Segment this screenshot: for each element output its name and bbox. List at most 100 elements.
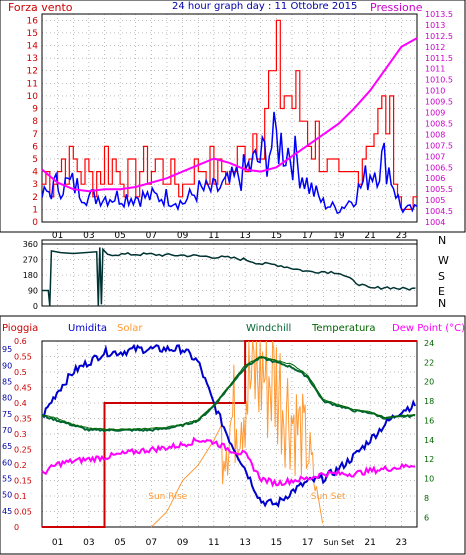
pressure-y-tick-label: 1011.5	[425, 54, 453, 63]
pressure-y-tick-label: 1012.5	[425, 32, 453, 41]
rain-y-tick-label: 0.35	[14, 415, 32, 424]
rain-y-tick-label: 0.1	[14, 492, 27, 501]
plot-frame	[41, 340, 418, 528]
wind-x-ticks: 01 03 05 07 09 11 13 15 17 19 21 23	[52, 231, 407, 241]
compass-label: N	[438, 234, 446, 247]
wind-direction-series	[42, 247, 416, 307]
temperature-y-tick-label: 24	[424, 339, 434, 348]
rain-y-tick-label: 0.15	[14, 477, 32, 486]
hour-label: 23	[396, 538, 407, 548]
temperature-y-ticks: 6 8 10 12 14 16 18 20 22 24	[424, 339, 434, 522]
pressure-y-tick-label: 1011	[425, 65, 445, 74]
wind-average-series	[41, 111, 418, 215]
temperature-y-tick-label: 14	[424, 436, 434, 445]
humidity-y-tick-label: 80	[2, 394, 12, 403]
humidity-y-tick-label: 55	[2, 474, 12, 483]
wind-y-tick-label: 7	[32, 130, 38, 140]
compass-label: W	[438, 254, 449, 267]
dewpoint-series	[41, 436, 416, 488]
wind-axis-title: Forza vento	[8, 1, 73, 14]
sun-annotations: Sun Rise Sun Set	[148, 492, 346, 502]
wind-plot-area	[41, 13, 418, 223]
rain-y-tick-label: 0.5	[14, 368, 27, 377]
climate-legend: Pioggia Umidita Solar Windchill Temperatura D…	[2, 323, 465, 334]
legend-item: Temperatura	[311, 323, 376, 334]
hour-label: 11	[208, 231, 219, 241]
temperature-series	[41, 355, 416, 431]
temperature-y-tick-label: 18	[424, 397, 434, 406]
temperature-y-tick-label: 12	[424, 455, 434, 464]
hour-label: 21	[364, 231, 375, 241]
humidity-series	[41, 343, 417, 508]
hour-label: 15	[271, 231, 282, 241]
hour-label: 17	[302, 231, 313, 241]
legend-item: Pioggia	[2, 323, 38, 334]
wind-y-tick-label: 6	[32, 142, 38, 152]
wind-y-tick-label: 14	[27, 42, 39, 52]
pressure-y-tick-label: 1006.5	[425, 163, 453, 172]
solar-series	[151, 340, 324, 528]
hour-label: 07	[146, 231, 157, 241]
hour-label: 17	[302, 538, 313, 548]
rain-y-tick-label: 0.25	[14, 446, 32, 455]
pressure-series	[41, 37, 418, 193]
pressure-axis-title: Pressione	[370, 1, 423, 14]
hour-label: 05	[114, 538, 125, 548]
direction-y-tick-label: 270	[23, 256, 38, 265]
direction-y-tick-label: 180	[23, 271, 38, 280]
hour-label: 01	[52, 231, 63, 241]
legend-item: Solar	[117, 323, 143, 334]
rain-y-tick-label: 0.05	[14, 508, 32, 517]
hour-label: 23	[396, 231, 407, 241]
pressure-y-tick-label: 1009	[425, 109, 445, 118]
humidity-y-ticks: 45 50 55 60 65 70 75 80 85 90 95	[2, 345, 12, 516]
pressure-y-tick-label: 1013.5	[425, 10, 453, 19]
hour-label: 09	[177, 231, 189, 241]
rain-y-tick-label: 0.4	[14, 399, 27, 408]
hour-label: 13	[239, 538, 250, 548]
legend-item: Dew Point (°C)	[392, 323, 465, 334]
humidity-y-tick-label: 95	[2, 345, 12, 354]
wind-y-tick-label: 4	[32, 168, 38, 178]
wind-y-tick-label: 10	[27, 92, 39, 102]
pressure-y-tick-label: 1008	[425, 130, 445, 139]
wind-y-tick-label: 13	[27, 54, 38, 64]
pressure-y-tick-label: 1006	[425, 174, 445, 183]
direction-plot-area	[41, 243, 418, 307]
rain-series	[42, 340, 417, 528]
pressure-y-tick-label: 1010.5	[425, 76, 453, 85]
rain-y-tick-label: 0.3	[14, 430, 27, 439]
wind-y-tick-label: 16	[27, 16, 39, 26]
sun-set-label: Sun Set	[311, 492, 346, 502]
temperature-y-tick-label: 6	[424, 513, 429, 522]
legend-item: Windchill	[246, 323, 291, 334]
wind-y-tick-label: 3	[32, 180, 38, 190]
pressure-y-tick-label: 1010	[425, 87, 445, 96]
legend-item: Umidita	[68, 323, 107, 334]
climate-x-ticks: 01 03 05 07 09 11 13 15 17 Sun Set 21 23	[52, 538, 407, 548]
climate-panel-border	[0, 315, 466, 555]
pressure-y-tick-label: 1012	[425, 43, 445, 52]
humidity-y-tick-label: 45	[2, 507, 12, 516]
compass-label: S	[438, 270, 445, 283]
climate-plot-area	[41, 340, 418, 528]
pressure-y-tick-label: 1004	[425, 218, 445, 227]
hour-label: 11	[208, 538, 219, 548]
hour-label: 15	[271, 538, 282, 548]
wind-y-tick-label: 9	[32, 105, 38, 115]
wind-y-tick-label: 15	[27, 29, 38, 39]
wind-y-tick-label: 5	[32, 155, 38, 165]
temperature-y-tick-label: 10	[424, 475, 434, 484]
wind-panel-border	[0, 0, 466, 233]
rain-y-tick-label: 0.6	[14, 337, 27, 346]
temperature-y-tick-label: 8	[424, 494, 429, 503]
wind-y-tick-label: 11	[27, 79, 38, 89]
hour-label: 21	[364, 538, 375, 548]
sun-rise-label: Sun Rise	[148, 492, 187, 502]
temperature-y-tick-label: 16	[424, 416, 434, 425]
hour-label: 19	[333, 231, 345, 241]
rain-y-tick-label: 0.2	[14, 461, 27, 470]
